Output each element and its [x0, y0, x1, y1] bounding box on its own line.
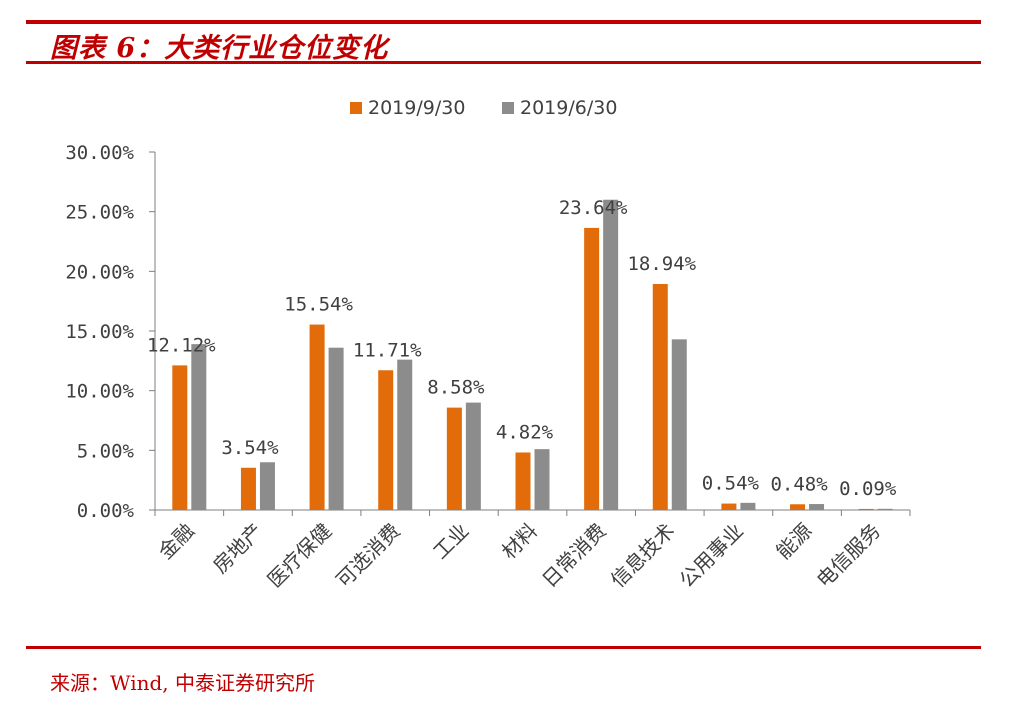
legend-swatch: [350, 102, 362, 114]
bar-jun2019: [259, 462, 275, 510]
data-label: 0.09%: [839, 478, 897, 500]
bar-sep2019: [378, 370, 394, 510]
page-title: 图表 6：大类行业仓位变化: [50, 33, 389, 64]
bar-jun2019: [397, 359, 413, 510]
data-label: 4.82%: [496, 421, 554, 443]
y-tick-label: 30.00%: [65, 142, 134, 164]
data-label: 12.12%: [147, 334, 216, 356]
data-label: 3.54%: [221, 437, 279, 459]
bar-jun2019: [671, 339, 687, 510]
category-label: 电信服务: [812, 519, 886, 593]
category-label: 房地产: [208, 519, 267, 578]
legend-label: 2019/6/30: [520, 97, 617, 119]
bar-sep2019: [240, 467, 256, 510]
bar-sep2019: [790, 504, 806, 510]
bar-jun2019: [534, 449, 550, 510]
y-tick-label: 5.00%: [77, 440, 135, 462]
y-tick-label: 20.00%: [65, 261, 134, 283]
data-label: 23.64%: [559, 197, 628, 219]
bar-sep2019: [721, 503, 737, 510]
bar-jun2019: [191, 344, 207, 510]
footer-rule: [26, 646, 981, 649]
category-label: 可选消费: [331, 519, 405, 593]
category-label: 日常消费: [537, 519, 611, 593]
category-label: 金融: [154, 519, 199, 564]
bar-sep2019: [515, 452, 531, 510]
legend-swatch: [502, 102, 514, 114]
y-tick-label: 0.00%: [77, 500, 135, 522]
category-label: 材料: [497, 519, 542, 564]
bar-jun2019: [465, 402, 481, 510]
bar-sep2019: [584, 227, 600, 510]
bar-jun2019: [328, 347, 344, 510]
bar-sep2019: [652, 283, 668, 510]
bar-sep2019: [309, 324, 325, 510]
category-label: 公用事业: [674, 519, 748, 593]
title-underline: [26, 61, 981, 64]
bar-jun2019: [603, 199, 619, 510]
category-label: 医疗保健: [263, 519, 337, 593]
bar-jun2019: [809, 504, 825, 510]
data-label: 11.71%: [353, 339, 422, 361]
category-label: 信息技术: [606, 519, 680, 593]
data-label: 0.54%: [702, 473, 760, 495]
data-label: 8.58%: [427, 377, 485, 399]
y-tick-label: 15.00%: [65, 321, 134, 343]
data-label: 18.94%: [627, 253, 696, 275]
bar-sep2019: [858, 508, 874, 510]
top-rule: [26, 20, 981, 24]
bar-sep2019: [172, 365, 188, 510]
data-label: 0.48%: [770, 473, 828, 495]
category-label: 工业: [428, 519, 473, 564]
y-tick-label: 10.00%: [65, 381, 134, 403]
legend-label: 2019/9/30: [368, 97, 465, 119]
y-tick-label: 25.00%: [65, 202, 134, 224]
category-label: 能源: [771, 519, 816, 564]
source-note: 来源：Wind, 中泰证券研究所: [50, 671, 315, 695]
bar-jun2019: [740, 502, 756, 510]
data-label: 15.54%: [284, 294, 353, 316]
bar-sep2019: [446, 407, 462, 510]
bar-jun2019: [877, 508, 893, 510]
